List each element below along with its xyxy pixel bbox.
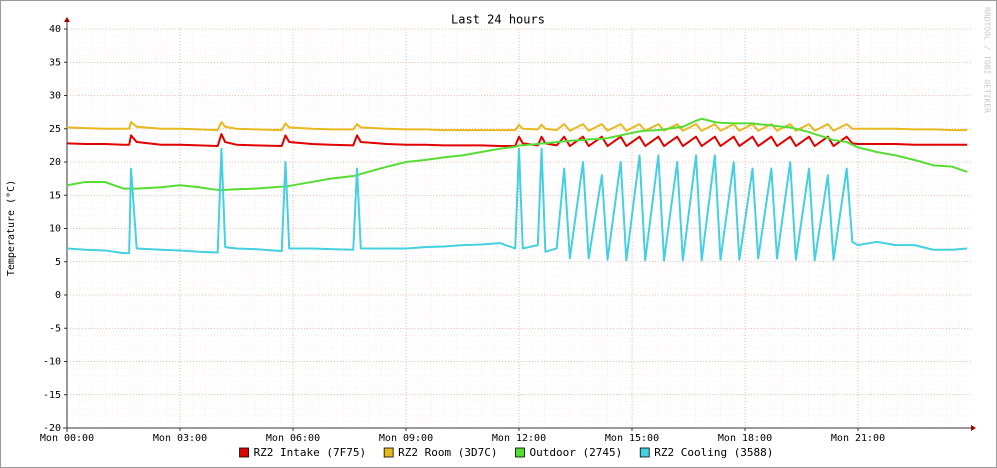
legend-label: RZ2 Room (3D7C) [398,446,497,459]
x-tick-label: Mon 12:00 [492,433,546,444]
legend-label: Outdoor (2745) [530,446,623,459]
series-line [66,117,968,191]
x-tick-label: Mon 06:00 [266,433,320,444]
x-axis-arrow [971,425,976,431]
x-tick-label: Mon 18:00 [718,433,772,444]
x-tick-label: Mon 15:00 [605,433,659,444]
y-tick-label: 20 [49,157,61,168]
y-axis-label: Temperature (°C) [6,180,17,276]
legend-label: RZ2 Intake (7F75) [254,446,367,459]
series-line [66,147,968,262]
legend-swatch [239,447,249,458]
y-tick-label: 40 [49,24,61,35]
chart-title: Last 24 hours [451,13,545,27]
legend: RZ2 Intake (7F75) RZ2 Room (3D7C) Outdoor … [239,446,773,459]
y-tick-label: -20 [43,423,61,434]
legend-label: RZ2 Cooling (3588) [654,446,773,459]
y-tick-label: -5 [49,323,61,334]
y-tick-label: 35 [49,57,61,68]
x-tick-label: Mon 09:00 [379,433,433,444]
series-line [66,121,968,132]
y-tick-label: 10 [49,224,61,235]
legend-swatch [639,447,650,458]
y-tick-label: -10 [43,357,61,368]
legend-swatch [383,447,394,458]
y-tick-label: 5 [55,257,61,268]
x-tick-label: Mon 00:00 [40,433,94,444]
y-tick-label: -15 [43,390,61,401]
legend-swatch [515,447,525,458]
y-tick-label: 15 [49,190,61,201]
y-axis-arrow [64,17,70,22]
x-tick-label: Mon 21:00 [831,433,885,444]
y-tick-label: 25 [49,124,61,135]
x-tick-label: Mon 03:00 [153,433,207,444]
y-tick-label: 0 [55,290,61,301]
watermark: RRDTOOL / TOBI OETIKER [983,7,992,113]
y-tick-label: 30 [49,91,61,102]
